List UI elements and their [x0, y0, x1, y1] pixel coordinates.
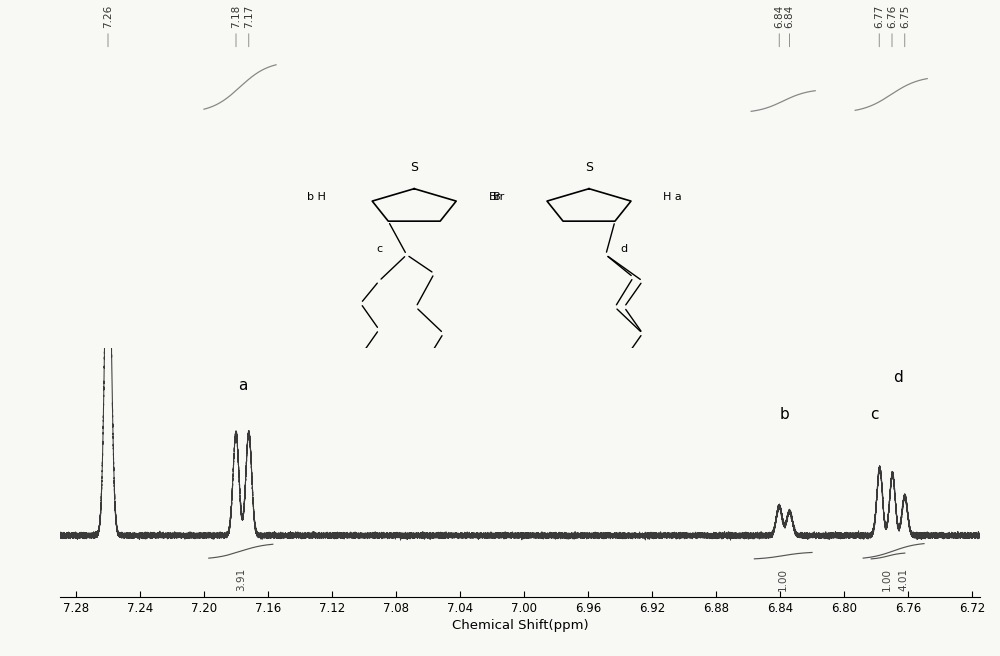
- Text: 6.77: 6.77: [874, 5, 884, 28]
- Text: c: c: [870, 407, 879, 422]
- Text: 3.91: 3.91: [236, 568, 246, 591]
- Text: 7.17: 7.17: [244, 5, 254, 28]
- Text: b H: b H: [307, 192, 326, 202]
- Text: Br: Br: [493, 192, 505, 202]
- Text: 7.18: 7.18: [231, 5, 241, 28]
- Text: a: a: [238, 378, 247, 392]
- Text: 1.00: 1.00: [778, 568, 788, 591]
- Text: c: c: [376, 243, 382, 254]
- Text: 6.84: 6.84: [785, 5, 795, 28]
- X-axis label: Chemical Shift(ppm): Chemical Shift(ppm): [452, 619, 588, 632]
- Text: 7.26: 7.26: [103, 5, 113, 28]
- Text: 6.84: 6.84: [774, 5, 784, 28]
- Text: b: b: [780, 407, 790, 422]
- Text: Br: Br: [489, 192, 501, 202]
- Text: 6.75: 6.75: [900, 5, 910, 28]
- Text: H a: H a: [663, 192, 682, 202]
- Text: d: d: [894, 370, 903, 385]
- Text: 1.00: 1.00: [882, 568, 892, 591]
- Text: S: S: [585, 161, 593, 174]
- Text: 6.76: 6.76: [887, 5, 897, 28]
- Text: d: d: [621, 243, 628, 254]
- Text: S: S: [410, 161, 418, 174]
- Text: 4.01: 4.01: [898, 568, 908, 591]
